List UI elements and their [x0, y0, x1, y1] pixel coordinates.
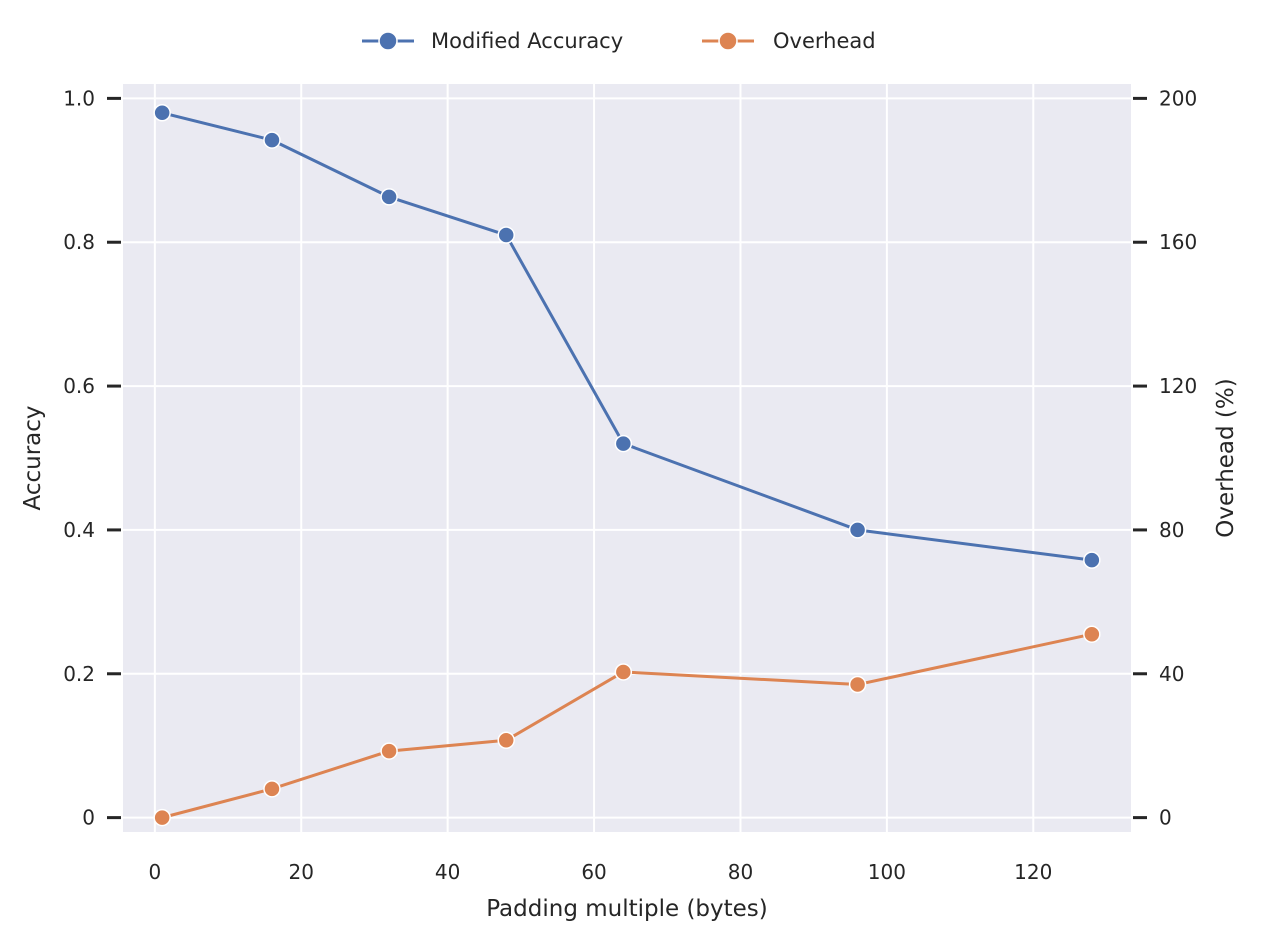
x-tick-label: 120 [1014, 860, 1052, 884]
data-point-overhead [614, 663, 633, 681]
legend-marker-overhead [718, 31, 738, 51]
y-tick-label-left: 0.2 [63, 662, 95, 686]
y-tick-label-right: 80 [1159, 518, 1184, 542]
y-tick-label-left: 0.4 [63, 518, 95, 542]
y-axis-label-right: Overhead (%) [1213, 378, 1239, 537]
data-point-modified-accuracy [380, 188, 398, 206]
data-point-modified-accuracy [1083, 551, 1101, 569]
y-tick-label-left: 0.6 [63, 374, 95, 398]
ticks: 0 20 40 60 80 100 120 0 0.2 0.4 0.6 0.8 1.0 0 40 80 120 1… [63, 86, 1197, 884]
series [153, 104, 1101, 827]
data-point-modified-accuracy [263, 131, 281, 149]
legend-marker-modified-accuracy [378, 31, 398, 51]
x-tick-label: 20 [289, 860, 314, 884]
grid [123, 84, 1131, 832]
data-point-modified-accuracy [497, 226, 515, 244]
x-tick-label: 60 [581, 860, 606, 884]
plot-background [123, 84, 1131, 832]
y-axis-label-left: Accuracy [20, 405, 46, 510]
y-tick-label-right: 40 [1159, 662, 1184, 686]
y-tick-label-right: 200 [1159, 86, 1197, 110]
x-tick-label: 40 [435, 860, 460, 884]
legend-label-overhead: Overhead [773, 29, 876, 53]
data-point-overhead [1083, 625, 1101, 643]
data-point-overhead [848, 675, 867, 694]
y-tick-label-left: 0 [82, 806, 95, 830]
y-tick-label-left: 0.8 [63, 230, 95, 254]
x-tick-label: 80 [728, 860, 753, 884]
x-tick-label: 100 [868, 860, 906, 884]
x-axis-label: Padding multiple (bytes) [486, 896, 768, 922]
y-tick-label-right: 160 [1159, 230, 1197, 254]
data-point-overhead [497, 731, 515, 750]
legend-label-modified-accuracy: Modified Accuracy [431, 29, 623, 53]
data-point-overhead [263, 780, 281, 798]
y-tick-label-right: 120 [1159, 374, 1197, 398]
x-tick-label: 0 [148, 860, 161, 884]
data-point-overhead [153, 808, 171, 827]
y-tick-label-right: 0 [1159, 806, 1172, 830]
legend: Modified Accuracy Overhead [362, 29, 876, 53]
data-point-modified-accuracy [848, 521, 867, 539]
data-point-modified-accuracy [614, 434, 633, 453]
data-point-overhead [380, 742, 398, 760]
data-point-modified-accuracy [153, 104, 171, 122]
y-tick-label-left: 1.0 [63, 86, 95, 110]
